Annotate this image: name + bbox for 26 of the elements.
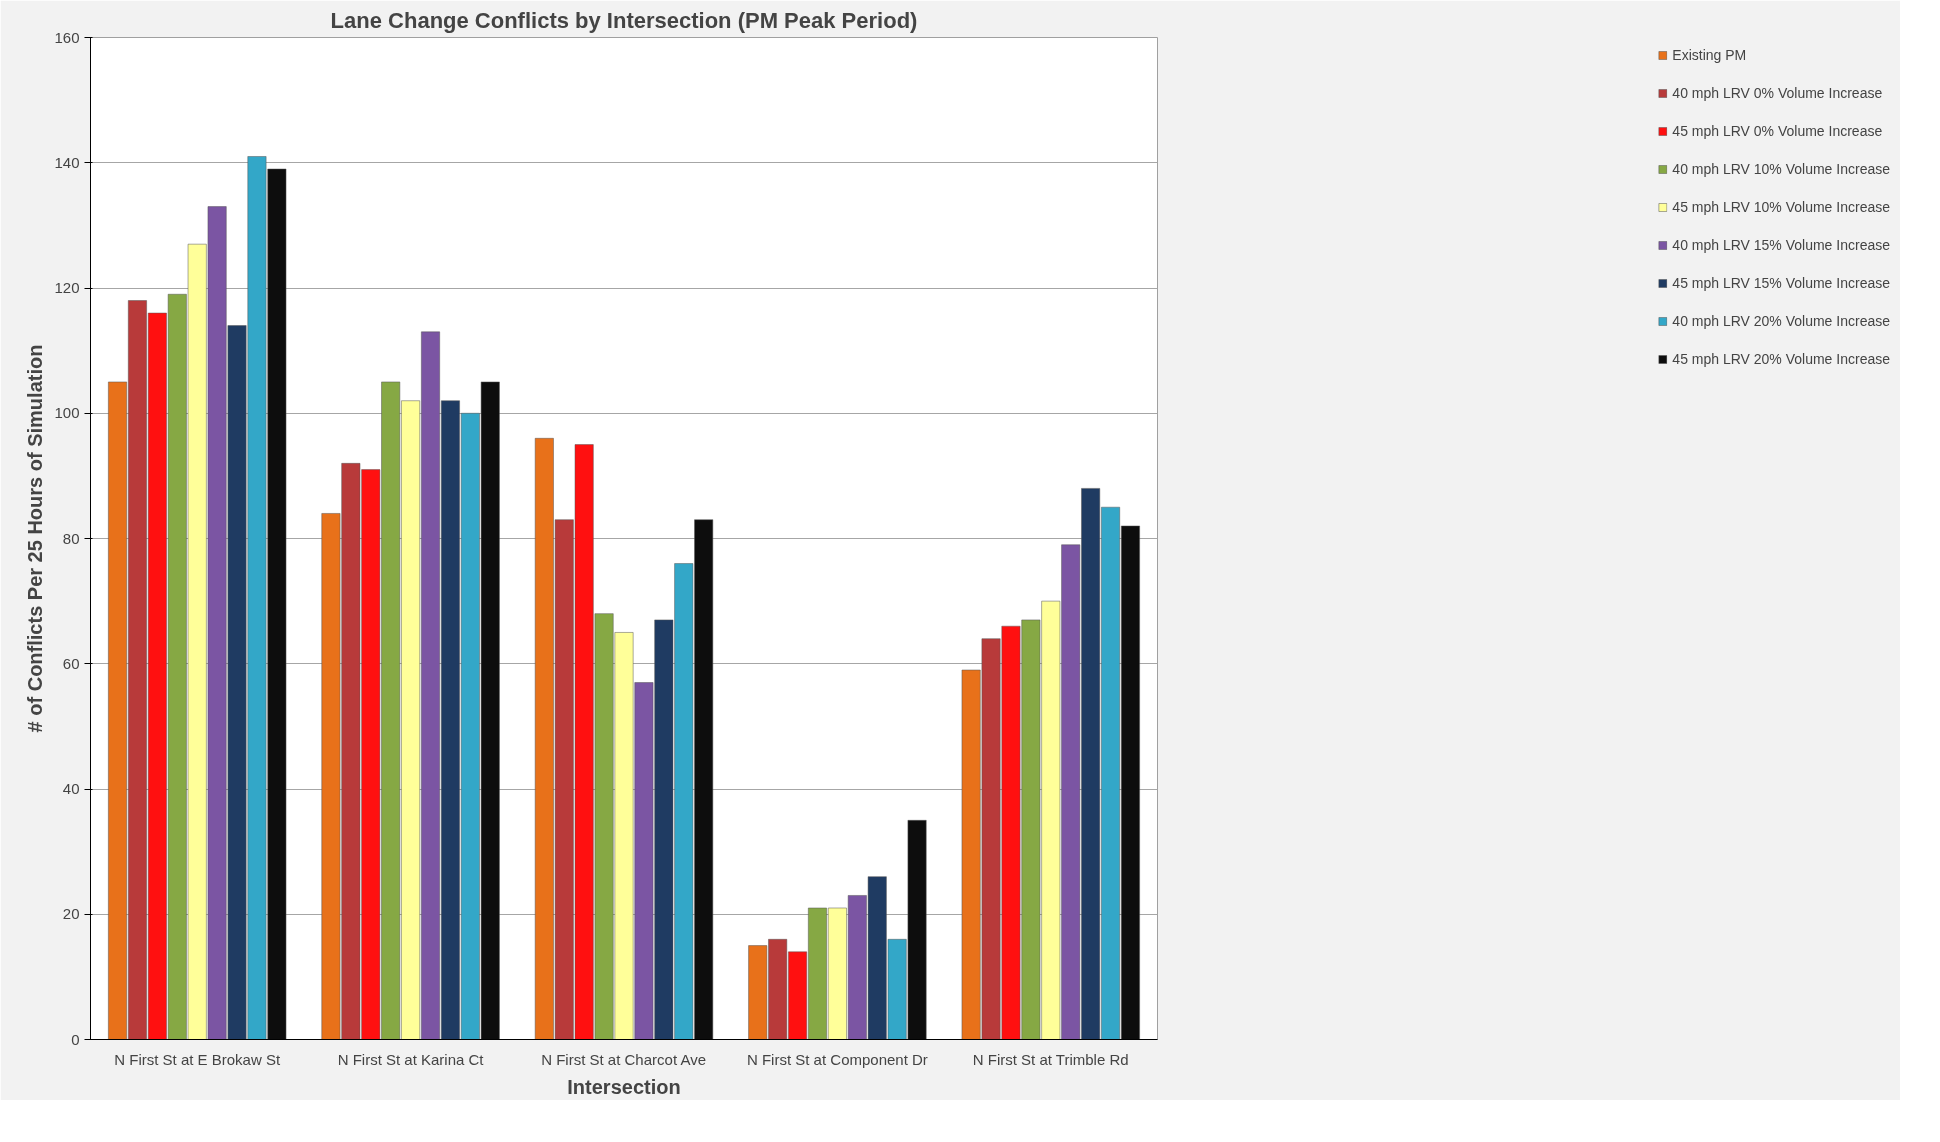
- x-tick-label: N First St at Charcot Ave: [541, 1050, 706, 1068]
- legend-label: Existing PM: [1672, 47, 1747, 63]
- y-tick-label: 120: [54, 279, 80, 296]
- legend-label: 45 mph LRV 0% Volume Increase: [1672, 123, 1883, 139]
- y-tick-label: 80: [62, 529, 80, 547]
- y-tick-label: 60: [62, 654, 80, 672]
- x-tick-label: N First St at Trimble Rd: [972, 1050, 1129, 1068]
- x-tick-label: N First St at Karina Ct: [337, 1050, 485, 1068]
- y-tick-label: 140: [54, 153, 80, 171]
- legend-label: 45 mph LRV 10% Volume Increase: [1672, 199, 1890, 215]
- y-tick-label: 0: [71, 1030, 80, 1048]
- y-axis-title: # of Conflicts Per 25 Hours of Simulation: [24, 344, 47, 733]
- legend-label: 45 mph LRV 15% Volume Increase: [1672, 275, 1890, 291]
- x-tick-label: N First St at Component Dr: [746, 1050, 928, 1068]
- legend-label: 45 mph LRV 20% Volume Increase: [1672, 351, 1890, 367]
- legend-label: 40 mph LRV 0% Volume Increase: [1672, 85, 1883, 101]
- x-tick-label: N First St at E Brokaw St: [114, 1050, 281, 1068]
- legend-label: 40 mph LRV 20% Volume Increase: [1672, 313, 1890, 329]
- y-tick-label: 20: [62, 905, 80, 923]
- x-axis-title: Intersection: [567, 1075, 681, 1098]
- legend-label: 40 mph LRV 15% Volume Increase: [1672, 237, 1890, 253]
- y-tick-label: 100: [54, 404, 80, 422]
- y-tick-label: 40: [62, 780, 80, 797]
- legend-label: 40 mph LRV 10% Volume Increase: [1672, 161, 1890, 177]
- chart-title: Lane Change Conflicts by Intersection (PM Peak Period): [330, 7, 918, 33]
- y-tick-label: 160: [54, 28, 80, 46]
